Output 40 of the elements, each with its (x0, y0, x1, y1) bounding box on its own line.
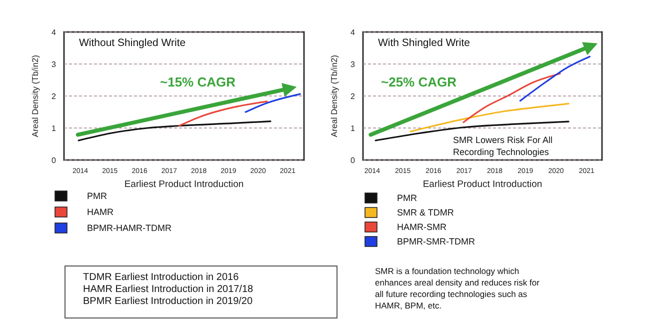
legend-label: BPMR-HAMR-TDMR (87, 223, 172, 234)
line-series (178, 100, 268, 127)
line-series (374, 120, 570, 142)
y-tick-label: 3 (350, 60, 356, 69)
y-tick-label: 0 (52, 156, 57, 165)
line-series (519, 56, 591, 102)
line-series (410, 102, 570, 132)
legend-label: SMR & TDMR (397, 208, 454, 218)
x-axis-title: Earliest Product Introduction (422, 179, 542, 190)
line-series (78, 120, 272, 142)
y-tick-label: 4 (52, 28, 57, 37)
annotation: ~15% CAGR (160, 74, 236, 90)
line-series (462, 72, 561, 124)
text: BPMR Earliest Introduction in 2019/20 (83, 296, 253, 307)
text: all future recording technologies such as (375, 289, 528, 299)
text: Without Shingled Write (79, 37, 186, 49)
text: With Shingled Write (378, 37, 470, 49)
legend-label: HAMR-SMR (397, 222, 447, 232)
y-tick-label: 2 (350, 92, 356, 101)
y-tick-label: 1 (52, 124, 57, 133)
text: HAMR Earliest Introduction in 2017/18 (83, 284, 254, 295)
legend-label: HAMR (87, 207, 114, 218)
annotation: Recording Technologies (453, 147, 550, 158)
annotation: SMR Lowers Risk For All (453, 135, 553, 146)
y-tick-label: 3 (52, 60, 57, 69)
text: enhances areal density and reduces risk for (375, 278, 540, 288)
legend-label: PMR (87, 191, 108, 202)
legend-label: PMR (397, 193, 418, 204)
text: SMR is a foundation technology which (375, 266, 520, 276)
y-tick-label: 4 (350, 28, 356, 37)
y-tick-label: 1 (350, 124, 356, 133)
y-tick-label: 0 (350, 156, 356, 165)
y-axis-title: Areal Density (Tb/in2) (30, 54, 40, 138)
x-axis-title: Earliest Product Introduction (124, 179, 244, 190)
y-axis-title: Areal Density (Tb/in2) (329, 54, 339, 138)
text: HAMR, BPM, etc. (375, 300, 442, 310)
annotation: ~25% CAGR (381, 74, 458, 90)
legend-label: BPMR-SMR-TDMR (397, 236, 476, 247)
y-tick-label: 2 (52, 92, 57, 101)
text: TDMR Earliest Introduction in 2016 (83, 272, 240, 283)
